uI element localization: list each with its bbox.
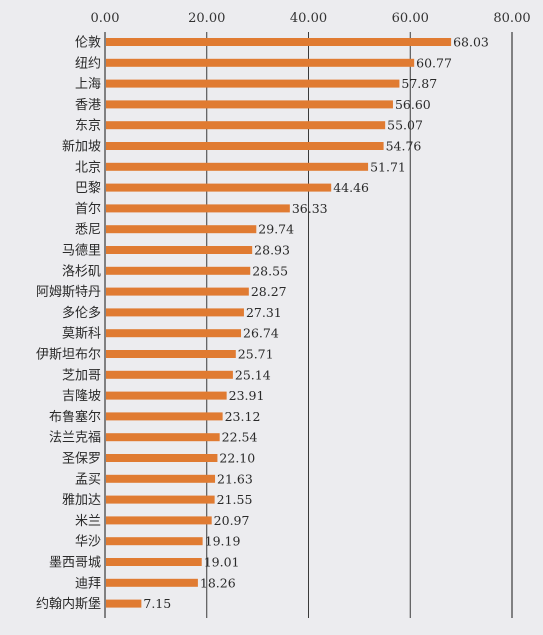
bar xyxy=(106,454,218,462)
bar xyxy=(106,516,212,525)
value-label: 28.55 xyxy=(252,263,288,278)
category-label: 迪拜 xyxy=(75,576,101,591)
category-label: 吉隆坡 xyxy=(62,389,101,404)
category-label: 洛杉矶 xyxy=(62,264,101,279)
category-label: 孟买 xyxy=(75,472,101,487)
category-label: 东京 xyxy=(75,119,101,134)
category-label: 首尔 xyxy=(75,202,101,217)
category-label: 墨西哥城 xyxy=(49,556,101,571)
category-label: 伦敦 xyxy=(75,35,101,51)
bar xyxy=(106,58,415,67)
value-label: 55.07 xyxy=(387,118,423,133)
value-label: 7.15 xyxy=(143,596,171,611)
value-label: 29.74 xyxy=(258,222,294,237)
bar xyxy=(106,391,227,400)
bar xyxy=(106,183,332,192)
category-label: 雅加达 xyxy=(62,493,101,508)
bar xyxy=(106,121,386,130)
category-label: 上海 xyxy=(75,77,101,92)
x-tick-label: 60.00 xyxy=(392,11,429,26)
category-label: 多伦多 xyxy=(62,305,101,321)
value-label: 44.46 xyxy=(333,180,369,195)
value-label: 28.93 xyxy=(254,243,290,258)
category-label: 马德里 xyxy=(62,244,101,259)
category-label: 新加坡 xyxy=(62,139,101,155)
category-label: 北京 xyxy=(75,160,101,175)
category-label: 阿姆斯特丹 xyxy=(36,285,101,300)
bar xyxy=(106,599,142,608)
value-label: 57.87 xyxy=(401,76,437,91)
bar xyxy=(106,474,216,483)
category-label: 布鲁塞尔 xyxy=(49,409,101,425)
value-label: 27.31 xyxy=(246,305,282,320)
bar xyxy=(106,329,242,338)
value-label: 19.01 xyxy=(204,555,240,570)
category-label: 香港 xyxy=(75,98,101,113)
category-label: 法兰克福 xyxy=(49,431,101,446)
bar xyxy=(106,558,202,566)
bar xyxy=(106,79,400,88)
value-label: 18.26 xyxy=(200,575,236,590)
bar xyxy=(106,100,393,109)
bar xyxy=(106,433,220,442)
bar xyxy=(106,578,198,587)
category-label: 伊斯坦布尔 xyxy=(36,348,101,363)
value-label: 25.14 xyxy=(235,367,271,382)
bar xyxy=(106,38,452,46)
value-label: 60.77 xyxy=(416,55,452,70)
value-label: 20.97 xyxy=(214,513,250,528)
value-label: 23.12 xyxy=(225,409,261,424)
value-label: 54.76 xyxy=(386,139,422,154)
value-label: 36.33 xyxy=(292,201,328,216)
category-label: 圣保罗 xyxy=(62,452,101,467)
category-label: 华沙 xyxy=(75,535,101,550)
category-label: 芝加哥 xyxy=(62,367,101,383)
value-label: 22.10 xyxy=(219,451,255,466)
category-label: 莫斯科 xyxy=(62,327,101,342)
x-tick-label: 40.00 xyxy=(290,11,327,26)
bar xyxy=(106,537,203,546)
value-label: 28.27 xyxy=(251,284,287,299)
value-label: 51.71 xyxy=(370,159,406,174)
bar xyxy=(106,225,257,234)
value-label: 21.55 xyxy=(217,492,253,507)
value-label: 23.91 xyxy=(229,388,265,403)
bar xyxy=(106,308,244,317)
category-label: 巴黎 xyxy=(75,181,101,196)
value-label: 26.74 xyxy=(243,326,279,341)
x-tick-label: 20.00 xyxy=(188,11,225,26)
value-label: 21.63 xyxy=(217,471,253,486)
bar xyxy=(106,350,236,358)
bar xyxy=(106,287,249,296)
value-label: 19.19 xyxy=(205,534,241,549)
bar xyxy=(106,142,384,150)
bar xyxy=(106,246,253,254)
bar xyxy=(106,370,233,379)
value-label: 25.71 xyxy=(238,347,274,362)
category-label: 约翰内斯堡 xyxy=(36,596,101,612)
bar xyxy=(106,266,251,275)
value-label: 68.03 xyxy=(453,35,489,50)
category-label: 米兰 xyxy=(75,514,101,529)
category-label: 纽约 xyxy=(75,56,101,71)
value-label: 22.54 xyxy=(222,430,258,445)
bar xyxy=(106,412,223,421)
bar xyxy=(106,162,369,171)
x-tick-label: 0.00 xyxy=(91,11,120,26)
value-label: 56.60 xyxy=(395,97,431,112)
x-tick-label: 80.00 xyxy=(493,11,530,26)
category-label: 悉尼 xyxy=(75,223,101,238)
bar xyxy=(106,495,215,504)
bar xyxy=(106,204,290,213)
